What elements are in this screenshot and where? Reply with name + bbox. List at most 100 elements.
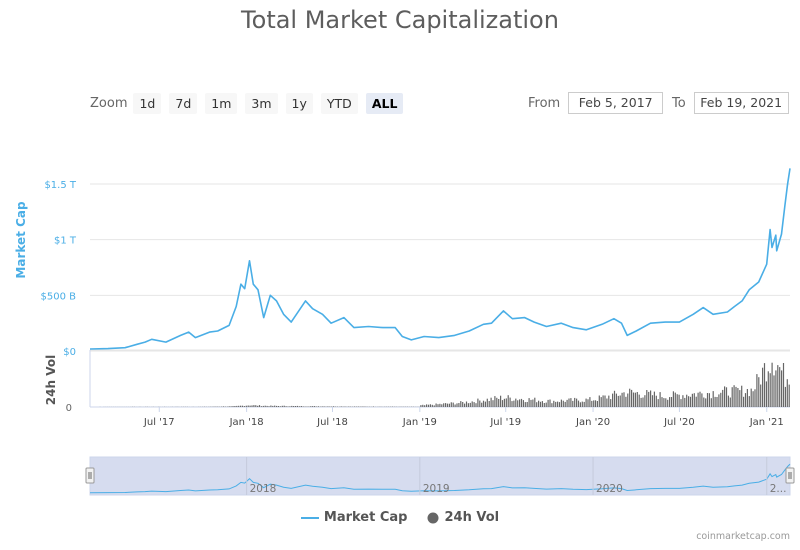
- volume-bar: [718, 394, 720, 407]
- volume-bar: [511, 401, 513, 407]
- volume-bar: [568, 398, 570, 407]
- volume-bar: [431, 404, 433, 407]
- volume-bar: [291, 405, 293, 407]
- volume-bar: [629, 388, 631, 407]
- volume-bar: [678, 394, 680, 407]
- volume-bar: [258, 405, 261, 407]
- zoom-7d-button[interactable]: 7d: [169, 92, 198, 114]
- volume-bar: [642, 397, 644, 407]
- volume-bar: [722, 389, 724, 407]
- volume-bar: [295, 406, 297, 407]
- volume-bar: [460, 401, 462, 407]
- volume-bar: [251, 405, 253, 407]
- volume-bar: [232, 406, 234, 407]
- volume-bar: [782, 363, 785, 407]
- volume-bar: [779, 367, 781, 407]
- volume-bar: [308, 406, 310, 407]
- volume-bar: [465, 401, 468, 407]
- x-tick-label: Jul '18: [316, 417, 348, 428]
- zoom-1m-button[interactable]: 1m: [205, 92, 238, 114]
- volume-bar: [781, 370, 783, 407]
- zoom-toolbar: Zoom 1d 7d 1m 3m 1y YTD ALL: [90, 92, 411, 114]
- volume-bar: [534, 397, 536, 407]
- volume-bar: [655, 395, 657, 407]
- volume-bar: [486, 398, 488, 407]
- legend-item-24h-vol[interactable]: 24h Vol: [427, 510, 499, 525]
- zoom-ytd-button[interactable]: YTD: [320, 92, 358, 114]
- volume-bar: [264, 405, 266, 407]
- volume-bar: [695, 396, 697, 407]
- volume-bar: [650, 390, 652, 407]
- volume-bar: [435, 403, 437, 407]
- volume-bar: [579, 402, 581, 407]
- volume-bar: [686, 394, 688, 407]
- volume-bar: [594, 400, 597, 407]
- y-tick-label: $1 T: [54, 236, 77, 247]
- navigator-left-handle[interactable]: [85, 467, 95, 484]
- volume-bar: [427, 404, 430, 407]
- volume-bar: [424, 405, 426, 407]
- grid-layer: [89, 183, 790, 408]
- volume-bar: [481, 402, 483, 407]
- y-tick-label: $0: [63, 347, 76, 358]
- volume-bar: [615, 393, 617, 407]
- credit-text: coinmarketcap.com: [696, 531, 790, 542]
- navigator-right-handle[interactable]: [785, 467, 795, 484]
- volume-bar: [644, 395, 646, 407]
- from-date-input[interactable]: Feb 5, 2017: [568, 92, 664, 114]
- volume-bar: [492, 400, 494, 407]
- zoom-label: Zoom: [90, 95, 128, 111]
- volume-bar: [300, 406, 302, 407]
- volume-bar: [348, 406, 350, 407]
- volume-bar: [293, 406, 295, 407]
- volume-bar: [754, 389, 756, 407]
- volume-bar: [536, 402, 538, 407]
- volume-bar: [665, 398, 667, 407]
- volume-bar: [513, 400, 515, 407]
- zoom-1d-button[interactable]: 1d: [133, 92, 162, 114]
- volume-bar: [705, 398, 707, 407]
- volume-bar: [788, 384, 790, 407]
- volume-bar: [243, 406, 245, 407]
- volume-bar: [712, 391, 714, 407]
- volume-bar: [340, 406, 342, 407]
- volume-bar: [636, 392, 638, 407]
- volume-bar: [570, 398, 572, 407]
- volume-bar: [676, 394, 678, 407]
- volume-bar: [758, 377, 760, 407]
- navigator[interactable]: 2018 2019 2020 2...: [85, 456, 795, 496]
- legend-item-market-cap[interactable]: Market Cap: [300, 510, 407, 525]
- volume-bar: [708, 393, 710, 407]
- volume-bar: [543, 403, 545, 407]
- volume-bar: [496, 397, 498, 407]
- volume-bar: [473, 402, 475, 407]
- volume-bar: [688, 396, 690, 407]
- volume-bar: [509, 397, 511, 407]
- volume-bar: [528, 398, 530, 407]
- volume-bar: [667, 399, 669, 407]
- volume-bar: [357, 406, 359, 407]
- volume-bar: [699, 391, 701, 407]
- navigator-tick-label: 2018: [250, 483, 277, 495]
- volume-bar: [589, 397, 591, 407]
- to-date-input[interactable]: Feb 19, 2021: [693, 92, 789, 114]
- volume-bar: [577, 400, 580, 407]
- volume-bar: [494, 396, 496, 407]
- zoom-3m-button[interactable]: 3m: [245, 92, 278, 114]
- volume-bar: [646, 390, 648, 407]
- volume-bar: [760, 384, 762, 407]
- volume-bar: [613, 390, 616, 407]
- volume-bar: [608, 395, 610, 407]
- volume-bar: [262, 405, 264, 407]
- volume-bar: [769, 373, 771, 407]
- volume-bar: [724, 386, 726, 407]
- volume-bar: [437, 404, 439, 407]
- volume-bar: [560, 399, 562, 407]
- volume-bar: [522, 400, 524, 407]
- zoom-1y-button[interactable]: 1y: [285, 92, 313, 114]
- zoom-all-button[interactable]: ALL: [365, 92, 404, 114]
- volume-bar: [422, 404, 424, 407]
- axis-layer: $0 $500 B $1 T $1.5 T Market Cap 24h Vol 0 Jul …: [14, 180, 784, 428]
- x-tick-label: Jul '20: [663, 417, 695, 428]
- volume-bar: [733, 385, 735, 407]
